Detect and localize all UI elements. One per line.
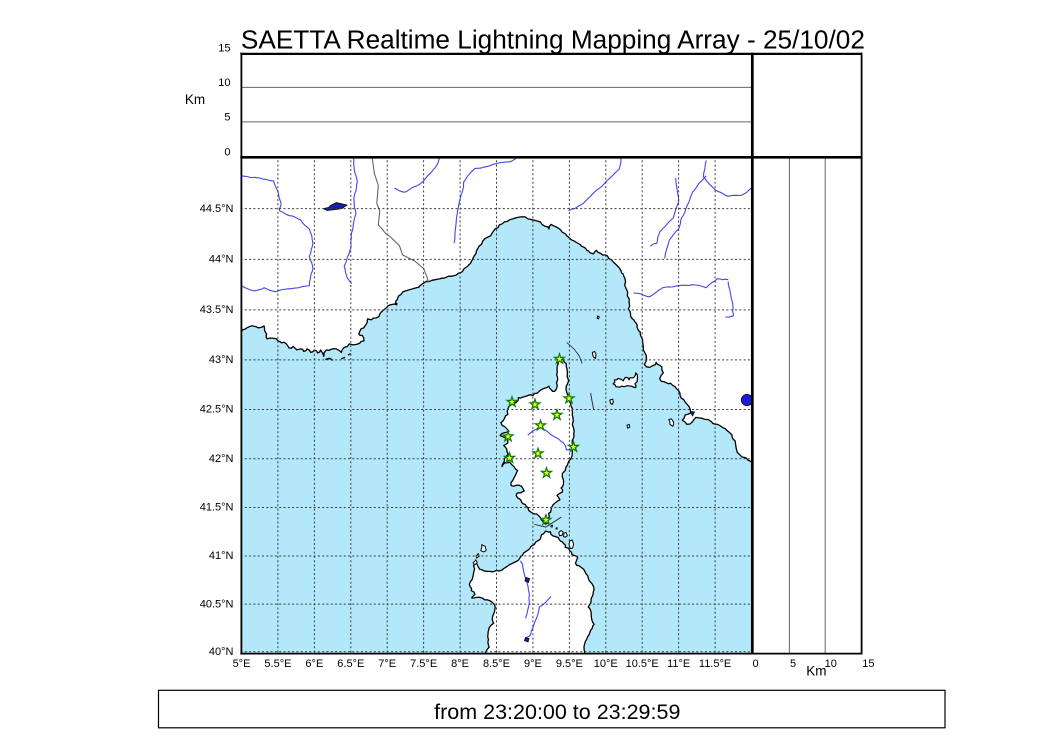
svg-text:43.5°N: 43.5°N [200, 304, 234, 316]
svg-text:10.5°E: 10.5°E [626, 658, 659, 670]
svg-text:10: 10 [825, 658, 837, 670]
svg-text:43°N: 43°N [209, 354, 234, 366]
svg-text:Km: Km [185, 92, 205, 107]
svg-text:0: 0 [224, 147, 230, 159]
svg-text:6°E: 6°E [305, 658, 323, 670]
svg-text:7°E: 7°E [378, 658, 396, 670]
svg-text:15: 15 [218, 43, 230, 55]
svg-text:from 23:20:00 to 23:29:59: from 23:20:00 to 23:29:59 [434, 700, 680, 724]
svg-text:44.5°N: 44.5°N [200, 203, 234, 215]
svg-text:42°N: 42°N [209, 453, 234, 465]
svg-text:SAETTA Realtime Lightning Mapp: SAETTA Realtime Lightning Mapping Array … [241, 24, 865, 54]
svg-text:10: 10 [218, 77, 230, 89]
svg-text:Km: Km [806, 664, 826, 679]
svg-text:41.5°N: 41.5°N [200, 502, 234, 514]
svg-text:42.5°N: 42.5°N [200, 404, 234, 416]
svg-text:5.5°E: 5.5°E [264, 658, 291, 670]
svg-text:5: 5 [224, 111, 230, 123]
svg-text:9°E: 9°E [524, 658, 542, 670]
svg-text:11.5°E: 11.5°E [699, 658, 731, 670]
svg-text:8°E: 8°E [451, 658, 469, 670]
svg-text:44°N: 44°N [209, 254, 234, 266]
svg-text:9.5°E: 9.5°E [556, 658, 583, 670]
svg-text:40°N: 40°N [209, 646, 234, 658]
svg-text:41°N: 41°N [209, 550, 234, 562]
svg-text:7.5°E: 7.5°E [410, 658, 437, 670]
svg-text:15: 15 [862, 658, 874, 670]
svg-text:0: 0 [752, 658, 758, 670]
svg-text:6.5°E: 6.5°E [337, 658, 364, 670]
svg-text:5°E: 5°E [233, 658, 251, 670]
svg-text:11°E: 11°E [667, 658, 690, 670]
svg-text:10°E: 10°E [594, 658, 618, 670]
svg-text:8.5°E: 8.5°E [483, 658, 510, 670]
svg-text:5: 5 [790, 658, 796, 670]
svg-text:40.5°N: 40.5°N [200, 598, 234, 610]
